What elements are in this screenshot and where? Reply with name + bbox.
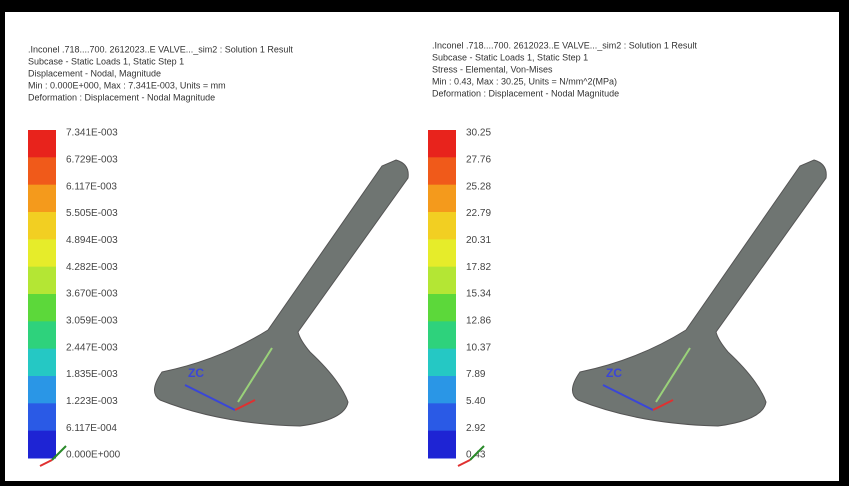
legend-label: 4.894E-003	[66, 235, 118, 246]
legend-label: 30.25	[466, 128, 491, 139]
legend-label: 1.835E-003	[66, 369, 118, 380]
triad-label: ZC	[188, 366, 204, 380]
header-line: Subcase - Static Loads 1, Static Step 1	[28, 56, 184, 66]
color-band	[428, 431, 456, 459]
color-band	[428, 239, 456, 267]
color-band	[28, 349, 56, 377]
color-band	[428, 185, 456, 213]
header-line: Displacement - Nodal, Magnitude	[28, 68, 161, 78]
legend-label: 27.76	[466, 154, 491, 165]
color-band	[28, 239, 56, 267]
legend-label: 3.670E-003	[66, 289, 118, 300]
legend-label: 2.92	[466, 423, 486, 434]
legend-label: 3.059E-003	[66, 315, 118, 326]
legend-label: 6.117E-004	[66, 423, 117, 434]
color-band	[428, 403, 456, 431]
color-band	[28, 321, 56, 349]
header-line: Min : 0.000E+000, Max : 7.341E-003, Unit…	[28, 80, 226, 90]
header-line: .Inconel .718....700. 2612023..E VALVE..…	[28, 44, 293, 54]
legend-label: 7.89	[466, 369, 486, 380]
color-band	[428, 321, 456, 349]
color-band	[428, 294, 456, 322]
color-band	[428, 157, 456, 185]
color-band	[28, 294, 56, 322]
page: .Inconel .718....700. 2612023..E VALVE..…	[0, 0, 849, 486]
color-band	[28, 431, 56, 459]
triad-label: ZC	[606, 366, 622, 380]
screenshot: .Inconel .718....700. 2612023..E VALVE..…	[0, 0, 849, 486]
legend-label: 10.37	[466, 342, 491, 353]
color-band	[28, 267, 56, 295]
legend-label: 7.341E-003	[66, 128, 118, 139]
color-band	[28, 157, 56, 185]
legend-label: 0.000E+000	[66, 450, 121, 461]
color-band	[428, 349, 456, 377]
color-band	[28, 185, 56, 213]
color-band	[428, 267, 456, 295]
header-line: Deformation : Displacement - Nodal Magni…	[28, 92, 215, 102]
legend-label: 17.82	[466, 262, 491, 273]
legend-label: 5.40	[466, 396, 486, 407]
color-band	[428, 376, 456, 404]
color-band	[28, 376, 56, 404]
legend-label: 4.282E-003	[66, 262, 118, 273]
legend-label: 1.223E-003	[66, 396, 118, 407]
legend-label: 6.729E-003	[66, 154, 118, 165]
legend-label: 6.117E-003	[66, 181, 117, 192]
color-band	[28, 212, 56, 240]
header-line: Deformation : Displacement - Nodal Magni…	[432, 88, 619, 98]
color-band	[428, 212, 456, 240]
header-line: Stress - Elemental, Von-Mises	[432, 64, 553, 74]
legend-label: 20.31	[466, 235, 491, 246]
legend-label: 22.79	[466, 208, 491, 219]
header-line: .Inconel .718....700. 2612023..E VALVE..…	[432, 40, 697, 50]
header-line: Min : 0.43, Max : 30.25, Units = N/mm^2(…	[432, 76, 617, 86]
legend-label: 2.447E-003	[66, 342, 118, 353]
legend-label: 25.28	[466, 181, 491, 192]
legend-label: 12.86	[466, 315, 491, 326]
color-band	[428, 130, 456, 158]
legend-label: 5.505E-003	[66, 208, 118, 219]
header-line: Subcase - Static Loads 1, Static Step 1	[432, 52, 588, 62]
color-band	[28, 403, 56, 431]
legend-label: 15.34	[466, 289, 491, 300]
color-band	[28, 130, 56, 158]
